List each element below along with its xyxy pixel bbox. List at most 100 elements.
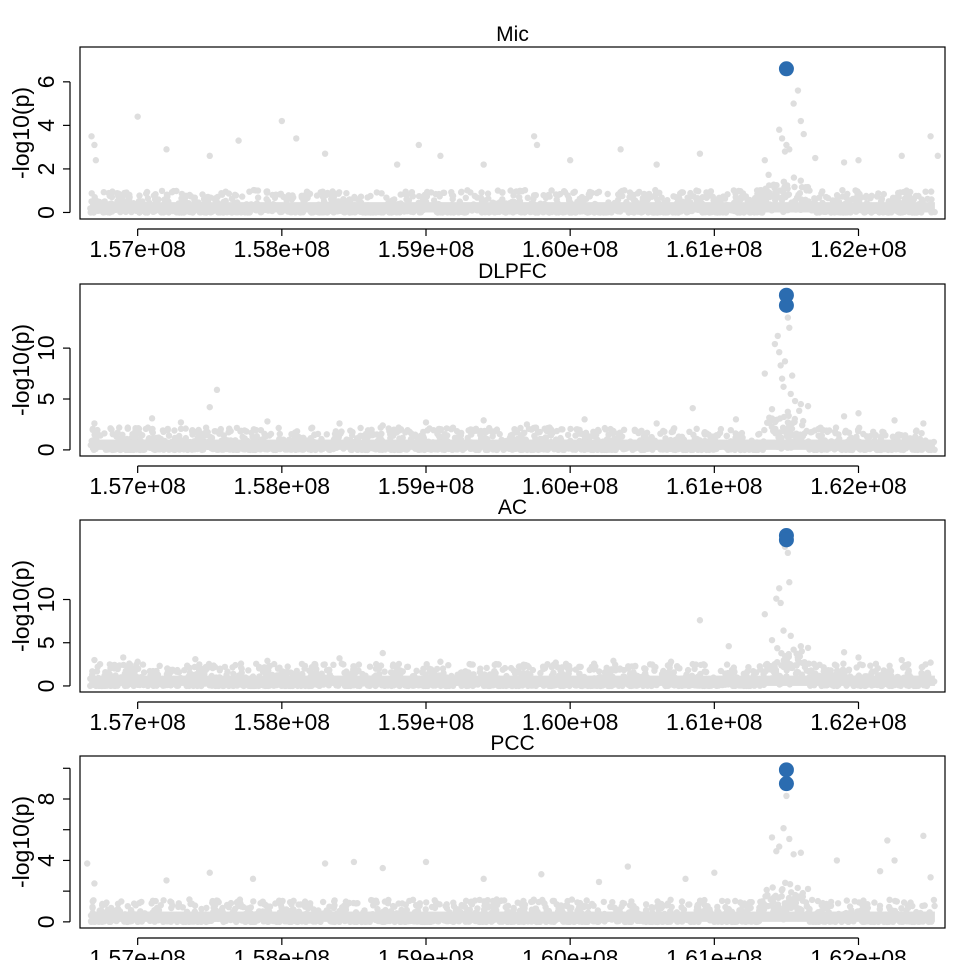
noise-point bbox=[149, 667, 157, 675]
noise-point bbox=[668, 428, 675, 436]
noise-point bbox=[727, 427, 734, 434]
noise-point bbox=[501, 897, 508, 904]
noise-point bbox=[903, 187, 910, 194]
highlight-series bbox=[778, 528, 794, 548]
noise-point bbox=[517, 424, 524, 432]
noise-point bbox=[572, 666, 579, 673]
noise-point bbox=[642, 901, 650, 908]
snp-point bbox=[134, 658, 141, 665]
background-points bbox=[87, 645, 938, 690]
noise-point bbox=[132, 425, 139, 432]
noise-point bbox=[165, 432, 173, 439]
noise-point bbox=[239, 433, 246, 441]
snp-point bbox=[771, 340, 779, 348]
noise-point bbox=[895, 189, 902, 197]
noise-point bbox=[894, 431, 902, 438]
noise-point bbox=[586, 433, 594, 440]
noise-point bbox=[816, 661, 823, 668]
noise-point bbox=[204, 665, 211, 672]
noise-point bbox=[507, 664, 515, 672]
noise-point bbox=[794, 884, 801, 892]
noise-point bbox=[872, 660, 880, 667]
snp-point bbox=[91, 656, 98, 664]
noise-point bbox=[387, 669, 395, 676]
noise-point bbox=[564, 192, 571, 199]
noise-point bbox=[413, 434, 420, 441]
noise-point bbox=[462, 668, 469, 675]
noise-point bbox=[357, 432, 364, 439]
noise-point bbox=[854, 188, 861, 195]
snp-point bbox=[134, 113, 141, 120]
noise-point bbox=[125, 670, 133, 677]
noise-point bbox=[728, 669, 735, 676]
noise-point bbox=[132, 664, 139, 672]
noise-point bbox=[396, 667, 404, 674]
x-tick-label: 1.58e+08 bbox=[234, 709, 331, 735]
noise-point bbox=[496, 430, 503, 438]
noise-point bbox=[586, 666, 593, 674]
snp-point bbox=[804, 644, 812, 652]
noise-point bbox=[366, 663, 374, 670]
noise-point bbox=[271, 194, 279, 201]
noise-point bbox=[136, 192, 143, 199]
noise-point bbox=[880, 190, 887, 198]
noise-point bbox=[804, 183, 812, 191]
x-tick-label: 1.59e+08 bbox=[378, 236, 475, 262]
noise-point bbox=[402, 188, 409, 195]
noise-point bbox=[230, 670, 237, 677]
noise-point bbox=[661, 428, 668, 435]
noise-point bbox=[291, 670, 298, 678]
noise-point bbox=[872, 668, 879, 675]
noise-point bbox=[905, 193, 913, 200]
noise-point bbox=[454, 434, 462, 441]
noise-point bbox=[668, 903, 675, 911]
snp-point bbox=[898, 152, 905, 160]
noise-point bbox=[793, 194, 801, 201]
noise-point bbox=[139, 661, 147, 668]
noise-point bbox=[203, 904, 210, 912]
snp-point bbox=[791, 397, 799, 405]
snp-point bbox=[840, 413, 848, 420]
noise-point bbox=[225, 190, 233, 197]
snp-point bbox=[776, 585, 783, 592]
background-series bbox=[88, 87, 941, 168]
y-tick-label: 0 bbox=[33, 206, 59, 219]
noise-point bbox=[96, 661, 104, 668]
noise-point bbox=[142, 425, 150, 433]
noise-point bbox=[780, 663, 787, 671]
noise-point bbox=[224, 668, 231, 675]
noise-point bbox=[252, 426, 260, 434]
noise-point bbox=[918, 430, 925, 437]
noise-point bbox=[827, 667, 834, 674]
noise-point bbox=[885, 667, 893, 675]
noise-point bbox=[808, 896, 816, 904]
noise-point bbox=[872, 431, 879, 439]
background-series bbox=[91, 543, 934, 668]
x-tick-label: 1.62e+08 bbox=[810, 473, 907, 499]
noise-point bbox=[343, 190, 350, 197]
noise-point bbox=[420, 428, 427, 436]
noise-point bbox=[834, 194, 841, 202]
noise-point bbox=[194, 429, 201, 436]
noise-point bbox=[276, 430, 283, 438]
noise-point bbox=[701, 668, 708, 675]
snp-point bbox=[927, 133, 934, 140]
snp-point bbox=[667, 658, 675, 665]
noise-point bbox=[138, 898, 145, 906]
noise-point bbox=[319, 898, 327, 906]
snp-point bbox=[321, 150, 329, 157]
noise-point bbox=[499, 196, 506, 203]
snp-point bbox=[92, 157, 100, 164]
noise-point bbox=[404, 663, 412, 670]
noise-point bbox=[761, 426, 768, 434]
noise-point bbox=[143, 188, 151, 196]
snp-point bbox=[206, 152, 213, 160]
x-tick-label: 1.61e+08 bbox=[666, 709, 763, 735]
y-tick-label: 10 bbox=[33, 335, 59, 361]
snp-point bbox=[610, 657, 617, 665]
noise-point bbox=[436, 425, 443, 433]
noise-point bbox=[845, 666, 853, 673]
noise-point bbox=[641, 665, 648, 672]
noise-point bbox=[427, 666, 435, 673]
